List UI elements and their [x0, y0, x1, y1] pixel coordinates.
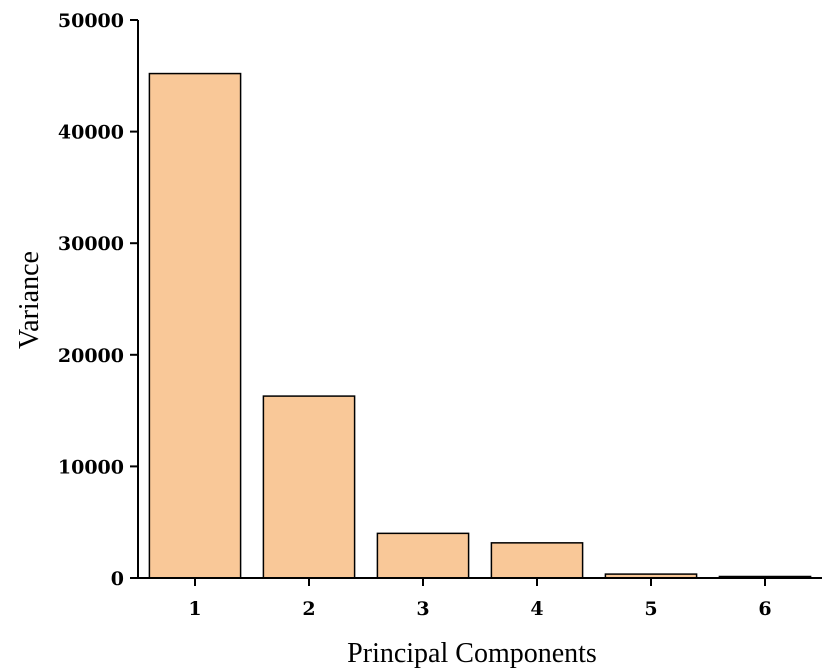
x-tick-label-4: 4 — [530, 598, 543, 620]
x-tick-label-2: 2 — [302, 598, 315, 620]
y-tick-label-50000: 50000 — [58, 10, 124, 32]
x-tick-label-1: 1 — [188, 598, 201, 620]
y-tick-label-0: 0 — [111, 568, 124, 590]
x-tick-label-6: 6 — [758, 598, 771, 620]
x-axis-ticks: 1 2 3 4 5 6 — [188, 578, 772, 620]
y-axis-ticks: 0 10000 20000 30000 40000 50000 — [58, 10, 138, 590]
bar-1 — [148, 72, 242, 579]
y-axis-title: Variance — [14, 251, 45, 349]
bars-group — [148, 72, 812, 579]
bar-3 — [376, 532, 470, 579]
x-tick-label-5: 5 — [644, 598, 657, 620]
y-tick-label-20000: 20000 — [58, 345, 124, 367]
bar-4 — [490, 542, 584, 579]
x-axis-title: Principal Components — [347, 638, 597, 669]
y-tick-label-10000: 10000 — [58, 456, 124, 478]
x-tick-label-3: 3 — [416, 598, 429, 620]
y-tick-label-40000: 40000 — [58, 122, 124, 144]
bar-2 — [262, 395, 356, 579]
y-tick-label-30000: 30000 — [58, 233, 124, 255]
